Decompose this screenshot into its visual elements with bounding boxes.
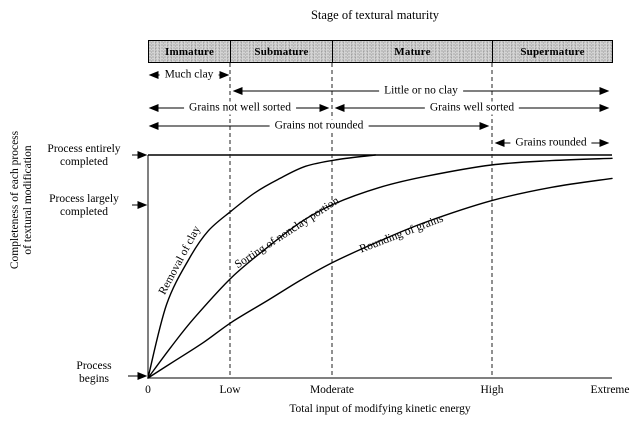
y-axis-title: Completeness of each process of textural… — [9, 115, 35, 285]
arrowhead-left-icon — [232, 87, 243, 95]
arrowhead-right-icon — [137, 151, 148, 159]
x-tick-0: 0 — [145, 384, 151, 396]
band-label-grains-rounded: Grains rounded — [510, 136, 592, 150]
arrowhead-right-icon — [599, 104, 610, 112]
arrowhead-right-icon — [137, 201, 148, 209]
x-tick-extreme: Extreme — [590, 384, 630, 396]
level-label-process-largely-completed: Process largely completed — [38, 193, 130, 218]
figure-title: Stage of textural maturity — [310, 8, 440, 22]
level-label-process-entirely-completed: Process entirely completed — [38, 143, 130, 168]
arrowhead-right-icon — [319, 104, 330, 112]
band-label-grains-not-rounded: Grains not rounded — [269, 119, 369, 133]
band-label-much-clay: Much clay — [159, 68, 219, 82]
arrowhead-right-icon — [219, 71, 230, 79]
arrowhead-left-icon — [148, 122, 159, 130]
stage-cell-submature: Submature — [230, 40, 333, 63]
arrowhead-left-icon — [148, 104, 159, 112]
x-axis-title: Total input of modifying kinetic energy — [289, 403, 471, 415]
curve-removal-of-clay — [147, 154, 377, 379]
x-tick-low: Low — [219, 384, 241, 396]
arrowhead-left-icon — [334, 104, 345, 112]
label-line: completed — [60, 155, 108, 168]
stage-boundary-dashed-lines — [229, 63, 493, 378]
label-line: completed — [60, 205, 108, 218]
arrowhead-right-icon — [599, 87, 610, 95]
process-curves — [147, 154, 613, 379]
arrowhead-right-icon — [599, 139, 610, 147]
arrowhead-left-icon — [494, 139, 505, 147]
curve-rounding-of-grains — [147, 177, 613, 379]
label-line: Process — [76, 360, 112, 372]
label-line: Completeness of each process — [9, 130, 21, 270]
band-label-grains-not-well-sorted: Grains not well sorted — [184, 101, 296, 115]
arrowhead-left-icon — [148, 71, 159, 79]
x-tick-moderate: Moderate — [309, 384, 355, 396]
level-label-process-begins: Process begins — [62, 360, 126, 385]
curve-sorting-of-nonclay-portion — [147, 157, 613, 379]
band-label-grains-well-sorted: Grains well sorted — [424, 101, 520, 115]
stage-cell-mature: Mature — [332, 40, 493, 63]
label-line: of textural modification — [22, 145, 34, 255]
stage-cell-immature: Immature — [148, 40, 231, 63]
level-pointer-arrows — [128, 151, 148, 380]
label-line: begins — [78, 372, 110, 385]
stage-cell-supermature: Supermature — [492, 40, 613, 63]
label-line: Process largely — [49, 193, 119, 205]
arrowhead-right-icon — [137, 372, 148, 380]
label-line: Process entirely — [47, 143, 121, 155]
x-tick-high: High — [480, 384, 504, 396]
band-label-little-or-no-clay: Little or no clay — [379, 84, 463, 98]
arrowhead-right-icon — [479, 122, 490, 130]
axes — [147, 155, 612, 379]
